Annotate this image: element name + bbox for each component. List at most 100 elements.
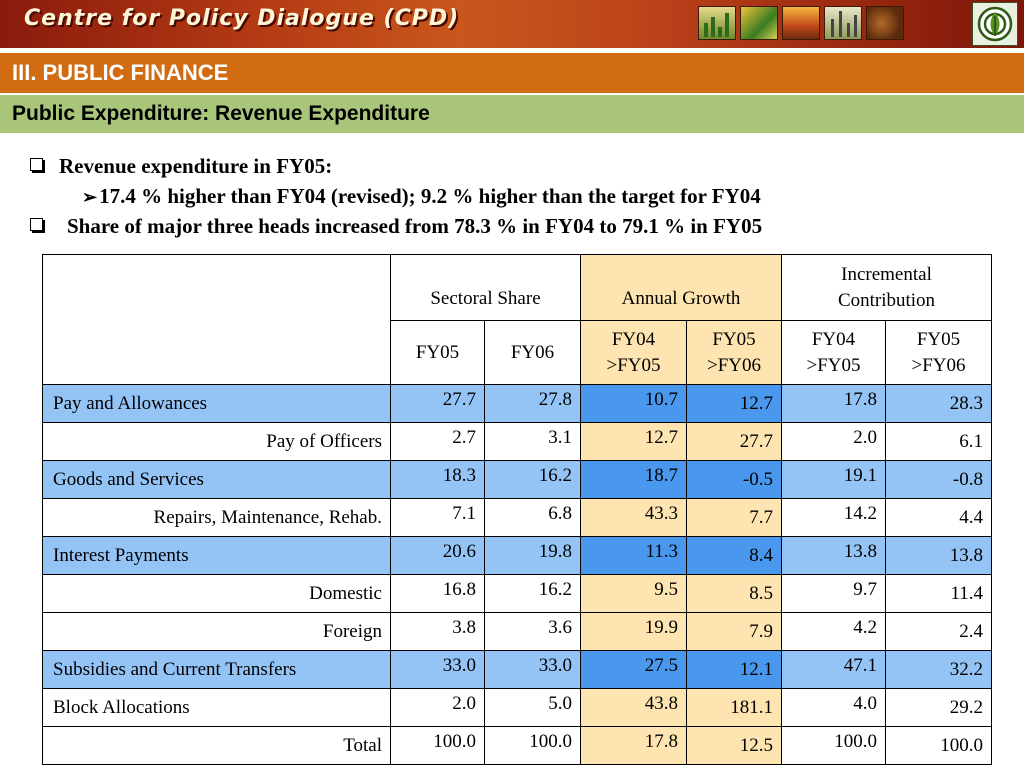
table-cell: 19.8 — [484, 536, 581, 575]
table-cell: 10.7 — [580, 384, 687, 423]
table-cell: 100.0 — [484, 726, 581, 765]
table-cell: 27.7 — [686, 422, 782, 461]
bullet-text: Share of major three heads increased fro… — [67, 214, 763, 238]
table-cell: 14.2 — [781, 498, 886, 537]
table-row: Domestic 16.8 16.2 9.5 8.5 9.7 11.4 — [42, 574, 992, 613]
table-cell: 20.6 — [390, 536, 485, 575]
table-cell: 29.2 — [885, 688, 992, 727]
table-cell: 11.3 — [580, 536, 687, 575]
table-cell: 43.3 — [580, 498, 687, 537]
table-cell: 19.9 — [580, 612, 687, 651]
table-row: Repairs, Maintenance, Rehab. 7.1 6.8 43.… — [42, 498, 992, 537]
table-cell: 27.8 — [484, 384, 581, 423]
incremental-fy05-fy06-header: FY05 >FY06 — [885, 320, 992, 385]
table-cell: 6.1 — [885, 422, 992, 461]
row-label: Foreign — [42, 612, 391, 651]
sectoral-fy06-header: FY06 — [484, 320, 581, 385]
incremental-fy04-fy05-header: FY04 >FY05 — [781, 320, 886, 385]
map-thumbnail — [740, 6, 778, 40]
table-cell: 100.0 — [885, 726, 992, 765]
table-row: Interest Payments 20.6 19.8 11.3 8.4 13.… — [42, 536, 992, 575]
table-cell: 27.7 — [390, 384, 485, 423]
arrow-bullet-icon: ➢ — [82, 187, 98, 207]
table-cell: 19.1 — [781, 460, 886, 499]
annual-growth-fy05-fy06-header: FY05 >FY06 — [686, 320, 782, 385]
table-cell: 8.5 — [686, 574, 782, 613]
table-row: Pay and Allowances 27.7 27.8 10.7 12.7 1… — [42, 384, 992, 423]
table-cell: 2.7 — [390, 422, 485, 461]
table-row: Subsidies and Current Transfers 33.0 33.… — [42, 650, 992, 689]
table-cell: 4.4 — [885, 498, 992, 537]
table-cell: 2.0 — [390, 688, 485, 727]
revenue-expenditure-table: Sectoral Share Annual Growth Incremental… — [42, 254, 992, 765]
sectoral-fy05-header: FY05 — [390, 320, 485, 385]
people-thumbnail — [866, 6, 904, 40]
bullet-item: Share of major three heads increased fro… — [30, 214, 762, 239]
table-cell: 3.1 — [484, 422, 581, 461]
sub-bullet-text: 17.4 % higher than FY04 (revised); 9.2 %… — [99, 184, 761, 208]
header-banner: Centre for Policy Dialogue (CPD) — [0, 0, 1024, 48]
table-cell: 7.9 — [686, 612, 782, 651]
banner-title: Centre for Policy Dialogue (CPD) — [24, 6, 460, 31]
table-cell: 13.8 — [885, 536, 992, 575]
bullet-item: Revenue expenditure in FY05: — [30, 154, 332, 179]
table-row: Foreign 3.8 3.6 19.9 7.9 4.2 2.4 — [42, 612, 992, 651]
table-cell: 8.4 — [686, 536, 782, 575]
landscape-thumbnail — [782, 6, 820, 40]
bullet-text: Revenue expenditure in FY05: — [59, 154, 333, 178]
table-cell: 7.7 — [686, 498, 782, 537]
row-label: Domestic — [42, 574, 391, 613]
table-cell: 9.7 — [781, 574, 886, 613]
row-label: Repairs, Maintenance, Rehab. — [42, 498, 391, 537]
table-cell: 4.0 — [781, 688, 886, 727]
table-cell: 17.8 — [781, 384, 886, 423]
table-cell: 33.0 — [484, 650, 581, 689]
cpd-logo-icon — [972, 2, 1018, 46]
chart-thumbnail — [698, 6, 736, 40]
table-cell: 5.0 — [484, 688, 581, 727]
table-cell: 7.1 — [390, 498, 485, 537]
table-cell: 3.8 — [390, 612, 485, 651]
table-cell: 18.7 — [580, 460, 687, 499]
table-cell: 3.6 — [484, 612, 581, 651]
table-cell: 181.1 — [686, 688, 782, 727]
row-label: Interest Payments — [42, 536, 391, 575]
table-cell: 16.2 — [484, 460, 581, 499]
sub-bullet-item: ➢17.4 % higher than FY04 (revised); 9.2 … — [82, 184, 761, 209]
table-cell: 12.5 — [686, 726, 782, 765]
table-cell: 2.4 — [885, 612, 992, 651]
table-cell: 33.0 — [390, 650, 485, 689]
table-corner-cell — [42, 254, 391, 385]
row-label: Subsidies and Current Transfers — [42, 650, 391, 689]
table-cell: 43.8 — [580, 688, 687, 727]
city-thumbnail — [824, 6, 862, 40]
table-cell: 47.1 — [781, 650, 886, 689]
table-cell: 28.3 — [885, 384, 992, 423]
subsection-title: Public Expenditure: Revenue Expenditure — [0, 95, 1024, 133]
table-cell: 12.7 — [686, 384, 782, 423]
table-cell: 11.4 — [885, 574, 992, 613]
table-cell: 16.8 — [390, 574, 485, 613]
table-cell: 6.8 — [484, 498, 581, 537]
annual-growth-fy04-fy05-header: FY04 >FY05 — [580, 320, 687, 385]
incremental-contribution-header: Incremental Contribution — [781, 254, 992, 321]
table-row: Pay of Officers 2.7 3.1 12.7 27.7 2.0 6.… — [42, 422, 992, 461]
table-cell: 16.2 — [484, 574, 581, 613]
row-label: Total — [42, 726, 391, 765]
table-cell: 4.2 — [781, 612, 886, 651]
table-cell: 100.0 — [781, 726, 886, 765]
table-cell: 18.3 — [390, 460, 485, 499]
row-label: Pay of Officers — [42, 422, 391, 461]
table-cell: -0.5 — [686, 460, 782, 499]
table-cell: 13.8 — [781, 536, 886, 575]
annual-growth-header: Annual Growth — [580, 254, 782, 321]
table-cell: 32.2 — [885, 650, 992, 689]
table-cell: 2.0 — [781, 422, 886, 461]
row-label: Block Allocations — [42, 688, 391, 727]
table-cell: 9.5 — [580, 574, 687, 613]
table-cell: 17.8 — [580, 726, 687, 765]
table-cell: 27.5 — [580, 650, 687, 689]
row-label: Goods and Services — [42, 460, 391, 499]
sectoral-share-header: Sectoral Share — [390, 254, 581, 321]
table-cell: 100.0 — [390, 726, 485, 765]
